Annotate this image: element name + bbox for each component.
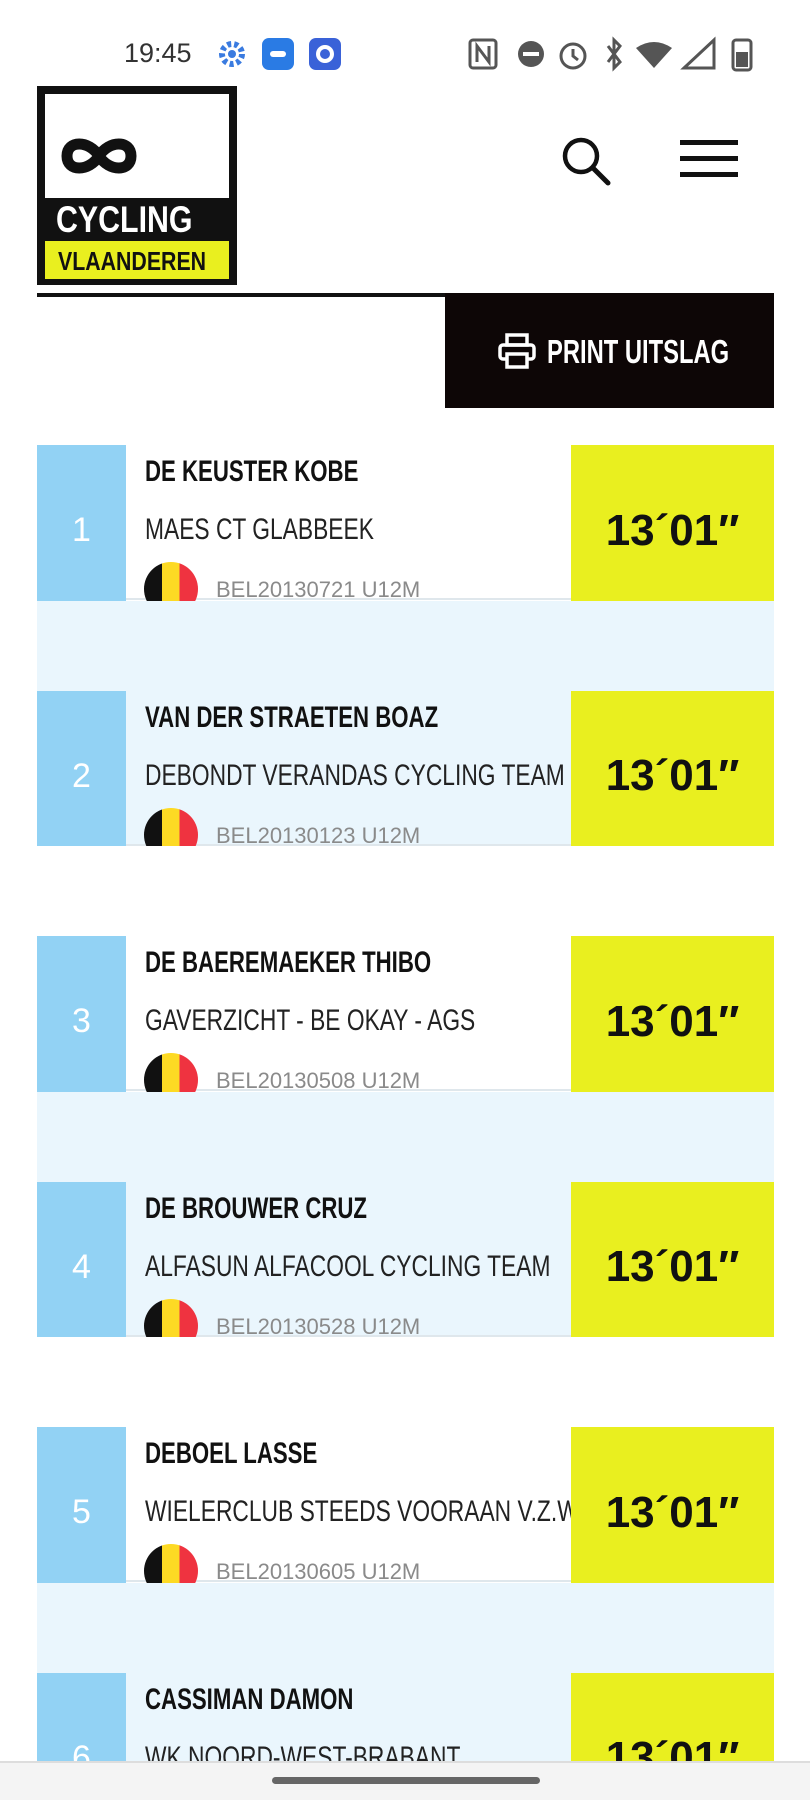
- menu-icon[interactable]: [680, 138, 738, 180]
- rank: 2: [37, 690, 126, 862]
- rider-name: CASSIMAN DAMON: [145, 1682, 354, 1716]
- team-name: WIELERCLUB STEEDS VOORAAN V.Z.W.: [145, 1495, 584, 1528]
- rank: 1: [37, 445, 126, 616]
- time: 13´01″: [605, 1733, 740, 1761]
- status-time: 19:45: [124, 38, 192, 68]
- time: 13´01″: [605, 751, 740, 800]
- logo-top: CYCLING: [56, 199, 193, 240]
- license: BEL20130605 U12M: [216, 1559, 421, 1584]
- rank: 6: [37, 1672, 126, 1761]
- logo-band: [45, 241, 229, 279]
- result-row[interactable]: 2 VAN DER STRAETEN BOAZ DEBONDT VERANDAS C…: [37, 600, 774, 862]
- gesture-pill[interactable]: [272, 1777, 540, 1784]
- team-name: DEBONDT VERANDAS CYCLING TEAM: [145, 758, 565, 792]
- rank: 4: [37, 1181, 126, 1353]
- rider-name: VAN DER STRAETEN BOAZ: [145, 700, 439, 734]
- result-row[interactable]: 3 DE BAEREMAEKER THIBO GAVERZICHT - BE OKA…: [37, 846, 774, 1107]
- license: BEL20130508 U12M: [216, 1068, 421, 1093]
- rider-name: DE KEUSTER KOBE: [145, 455, 359, 488]
- time: 13´01″: [605, 996, 740, 1046]
- license: BEL20130123 U12M: [216, 822, 421, 848]
- time: 13´01″: [605, 505, 740, 555]
- search-icon[interactable]: [560, 135, 612, 187]
- results-list: 1 DE KEUSTER KOBE MAES CT GLABBEEK BEL20130…: [0, 408, 810, 1761]
- time-box: 13´01″: [571, 690, 774, 862]
- logo[interactable]: CYCLING VLAANDEREN: [37, 86, 237, 285]
- print-button[interactable]: PRINT UITSLAG: [445, 293, 774, 408]
- time-box: 13´01″: [571, 1181, 774, 1353]
- status-icons-right: [468, 36, 753, 72]
- rider-name: DE BAEREMAEKER THIBO: [145, 946, 432, 979]
- team-name: MAES CT GLABBEEK: [145, 513, 374, 546]
- time-box: 13´01″: [571, 1427, 774, 1598]
- time-box: 13´01″: [571, 445, 774, 616]
- time-box: 13´01″: [571, 936, 774, 1107]
- result-row[interactable]: 4 DE BROUWER CRUZ ALFASUN ALFACOOL CYCLING…: [37, 1091, 774, 1353]
- license: BEL20130528 U12M: [216, 1313, 421, 1339]
- logo-white: [45, 94, 229, 198]
- rank: 5: [37, 1427, 126, 1598]
- team-name: GAVERZICHT - BE OKAY - AGS: [145, 1004, 476, 1037]
- result-row[interactable]: 5 DEBOEL LASSE WIELERCLUB STEEDS VOORAAN V…: [37, 1337, 774, 1598]
- result-row[interactable]: 1 DE KEUSTER KOBE MAES CT GLABBEEK BEL20130…: [37, 408, 774, 616]
- time: 13´01″: [605, 1487, 740, 1537]
- printer-icon: [498, 333, 536, 369]
- logo-symbol: [61, 138, 137, 174]
- status-icons-left: [219, 38, 341, 70]
- team-name: ALFASUN ALFACOOL CYCLING TEAM: [145, 1249, 551, 1283]
- rider-name: DE BROUWER CRUZ: [145, 1191, 367, 1225]
- print-label: PRINT UITSLAG: [547, 333, 730, 370]
- time: 13´01″: [605, 1242, 740, 1291]
- divider: [37, 293, 447, 297]
- logo-bottom: VLAANDEREN: [58, 246, 207, 276]
- license: BEL20130721 U12M: [216, 577, 421, 602]
- time-box: 13´01″: [571, 1672, 774, 1761]
- rank: 3: [37, 936, 126, 1107]
- rider-name: DEBOEL LASSE: [145, 1437, 318, 1470]
- team-name: WK NOORD-WEST-BRABANT: [145, 1740, 461, 1762]
